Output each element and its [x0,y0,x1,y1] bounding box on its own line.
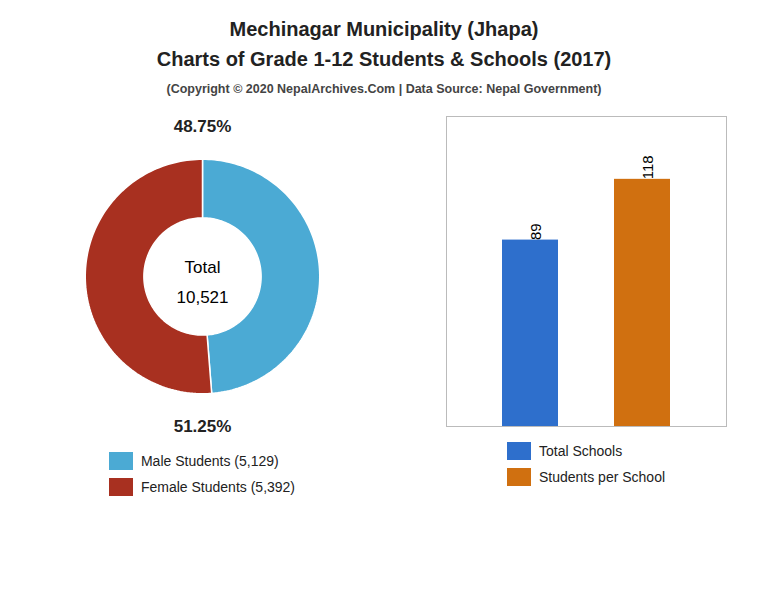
svg-text:48.75%: 48.75% [174,117,232,136]
html-text:Mechinagar Municipality (Jhapa: Mechinagar Municipality (Jhapa) [229,18,539,40]
html-text:Charts of Grade 1-12 Students: Charts of Grade 1-12 Students & Schools … [156,48,612,70]
html-text:Female Students (5,392): Female Students (5,392) [141,479,295,495]
svg-text:89: 89 [527,223,544,240]
svg-text:Total: Total [185,258,221,277]
html-text:Total Schools: Total Schools [539,443,623,459]
svg-text:10,521: 10,521 [177,288,229,307]
html-text:Students per School: Students per School [539,469,665,485]
svg-text:118: 118 [639,155,656,179]
html-text:Male Students (5,129): Male Students (5,129) [141,453,279,469]
svg-text:51.25%: 51.25% [174,417,232,436]
html-text:(Copyright © 2020 NepalArchive: (Copyright © 2020 NepalArchives.Com | Da… [166,82,602,96]
